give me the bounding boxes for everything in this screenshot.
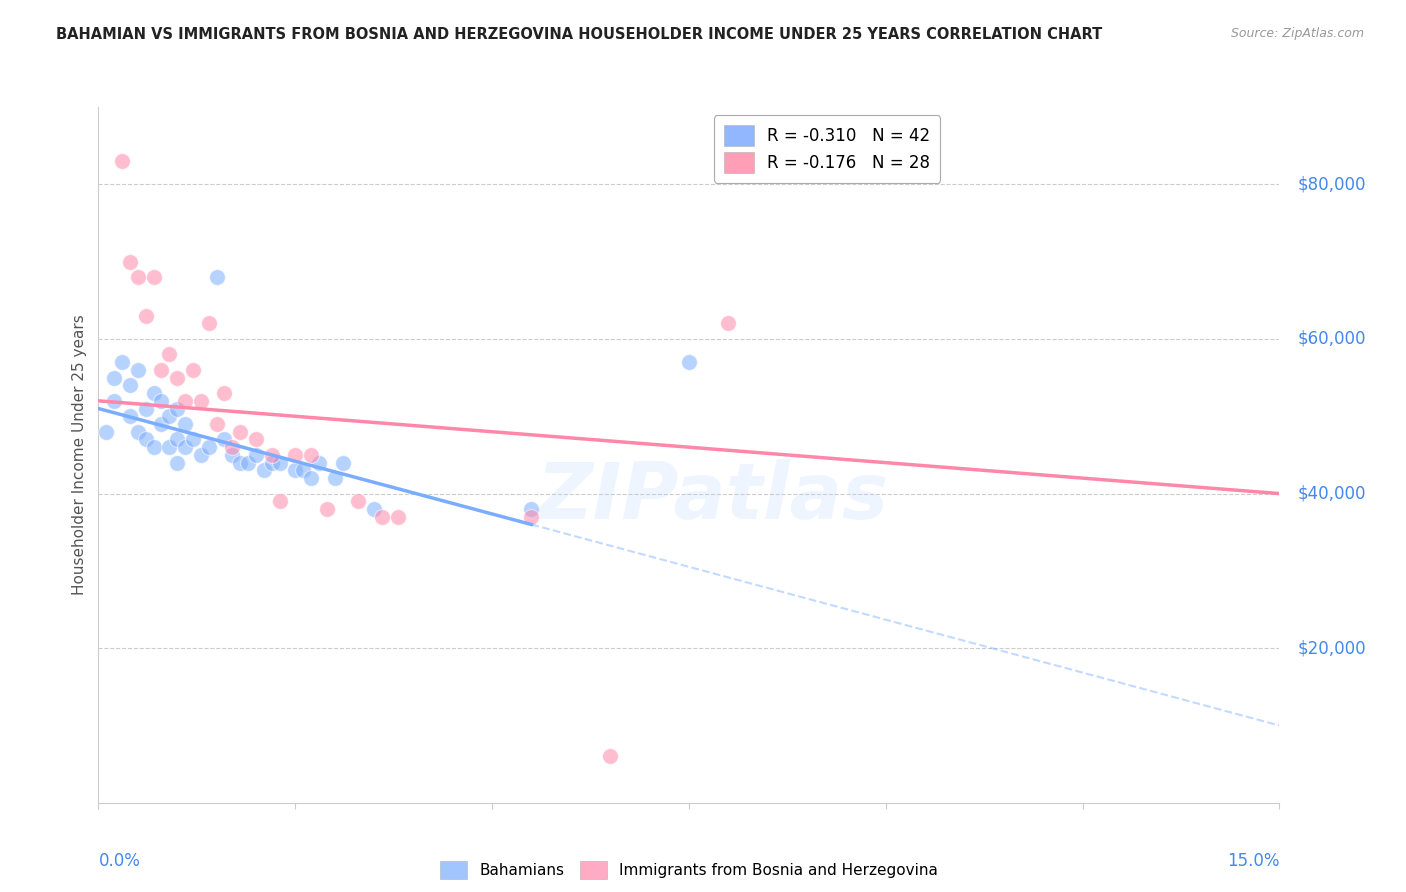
Point (166, 370, 188, 384)
Point (308, 456, 330, 470)
Text: $60,000: $60,000 (1298, 330, 1365, 348)
Point (387, 509, 409, 524)
Point (127, 363, 149, 377)
Point (269, 456, 291, 470)
Point (284, 448, 307, 462)
Text: $20,000: $20,000 (1298, 640, 1365, 657)
Point (229, 425, 252, 439)
Point (197, 317, 219, 331)
Point (142, 270, 165, 285)
Text: ZIPatlas: ZIPatlas (537, 458, 889, 534)
Point (717, 317, 740, 331)
Point (599, 749, 621, 764)
Point (205, 417, 228, 431)
Point (150, 363, 173, 377)
Text: BAHAMIAN VS IMMIGRANTS FROM BOSNIA AND HERZEGOVINA HOUSEHOLDER INCOME UNDER 25 Y: BAHAMIAN VS IMMIGRANTS FROM BOSNIA AND H… (56, 27, 1102, 42)
Point (142, 440, 165, 454)
Point (260, 448, 283, 462)
Point (157, 409, 180, 424)
Point (181, 433, 204, 447)
Point (284, 463, 307, 477)
Point (142, 386, 165, 401)
Point (245, 448, 267, 462)
Point (157, 347, 180, 361)
Point (214, 386, 236, 401)
Text: 15.0%: 15.0% (1227, 852, 1279, 870)
Legend: Bahamians, Immigrants from Bosnia and Herzegovina: Bahamians, Immigrants from Bosnia and He… (433, 855, 945, 886)
Point (127, 270, 149, 285)
Point (520, 509, 543, 524)
Point (221, 448, 243, 462)
Text: 0.0%: 0.0% (98, 852, 141, 870)
Point (323, 471, 346, 485)
Point (166, 401, 188, 416)
Point (221, 440, 243, 454)
Point (347, 494, 370, 508)
Point (174, 393, 197, 408)
Point (253, 463, 276, 477)
Point (174, 417, 197, 431)
Point (205, 270, 228, 285)
Point (299, 471, 322, 485)
Point (520, 502, 543, 516)
Text: $40,000: $40,000 (1298, 484, 1365, 502)
Point (371, 509, 394, 524)
Point (292, 463, 315, 477)
Point (181, 363, 204, 377)
Point (135, 433, 157, 447)
Point (197, 440, 219, 454)
Point (678, 355, 700, 369)
Point (332, 456, 354, 470)
Point (150, 417, 173, 431)
Text: Source: ZipAtlas.com: Source: ZipAtlas.com (1230, 27, 1364, 40)
Point (111, 355, 134, 369)
Point (229, 456, 252, 470)
Point (118, 378, 141, 392)
Point (269, 494, 291, 508)
Point (214, 433, 236, 447)
Point (118, 409, 141, 424)
Y-axis label: Householder Income Under 25 years: Householder Income Under 25 years (72, 315, 87, 595)
Point (299, 448, 322, 462)
Point (157, 440, 180, 454)
Point (103, 370, 125, 384)
Point (135, 309, 157, 323)
Point (190, 393, 212, 408)
Point (111, 154, 134, 169)
Point (363, 502, 385, 516)
Point (174, 440, 197, 454)
Text: $80,000: $80,000 (1298, 176, 1365, 194)
Point (190, 448, 212, 462)
Point (315, 502, 337, 516)
Point (166, 456, 188, 470)
Point (135, 401, 157, 416)
Point (245, 433, 267, 447)
Point (260, 456, 283, 470)
Point (236, 456, 259, 470)
Point (127, 425, 149, 439)
Point (118, 254, 141, 268)
Point (166, 433, 188, 447)
Point (96, 425, 118, 439)
Point (103, 393, 125, 408)
Point (150, 393, 173, 408)
